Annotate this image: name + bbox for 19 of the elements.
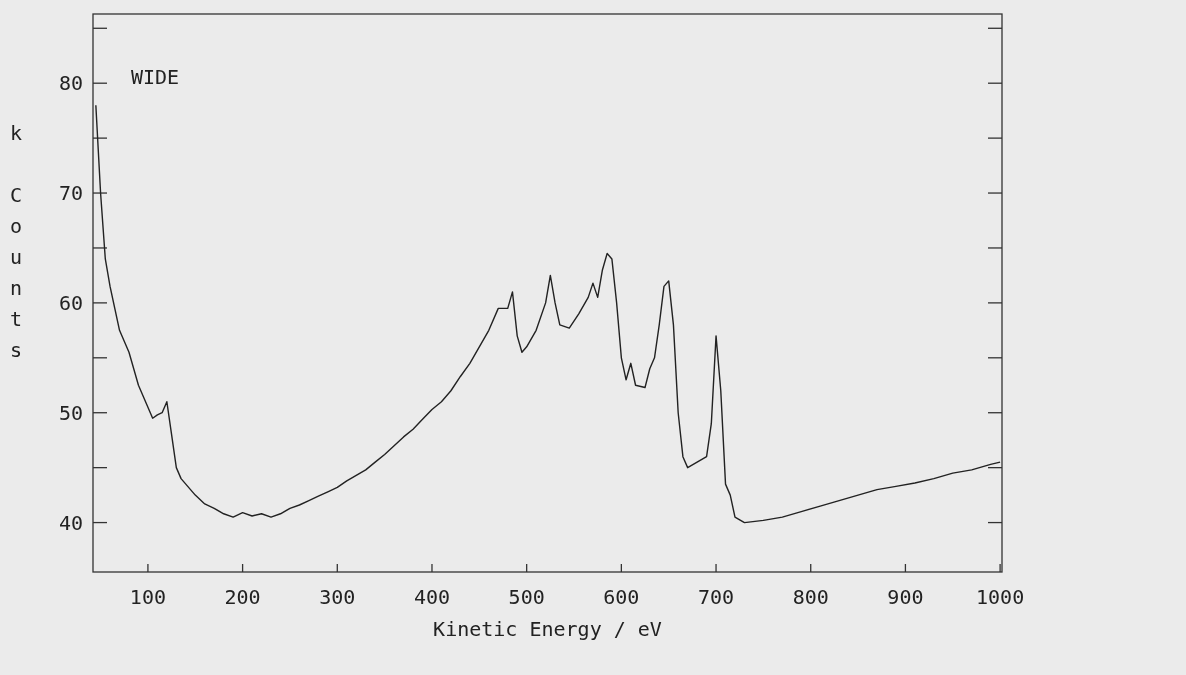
text: k Counts [9,121,23,362]
x-tick-label: 300 [319,585,356,609]
x-tick-label: 100 [129,585,166,609]
x-tick-label: 1000 [976,585,1025,609]
y-tick-label: 60 [58,290,83,315]
y-tick-label: 40 [58,510,83,535]
y-tick-label: 80 [58,71,83,96]
x-tick-label: 500 [508,585,545,609]
y-tick-label: 70 [58,181,83,206]
x-tick-label: 700 [697,585,735,609]
line-series [95,104,1001,524]
x-tick-label: 400 [413,585,451,609]
x-axis-title: Kinetic Energy / eV [433,617,662,641]
x-tick-label: 800 [792,585,829,609]
annotation: WIDE [131,65,180,89]
x-tick-label: 900 [887,585,924,609]
x-tick-label: 600 [603,585,640,609]
y-tick-label: 50 [58,400,83,425]
x-tick-label: 200 [224,585,261,609]
